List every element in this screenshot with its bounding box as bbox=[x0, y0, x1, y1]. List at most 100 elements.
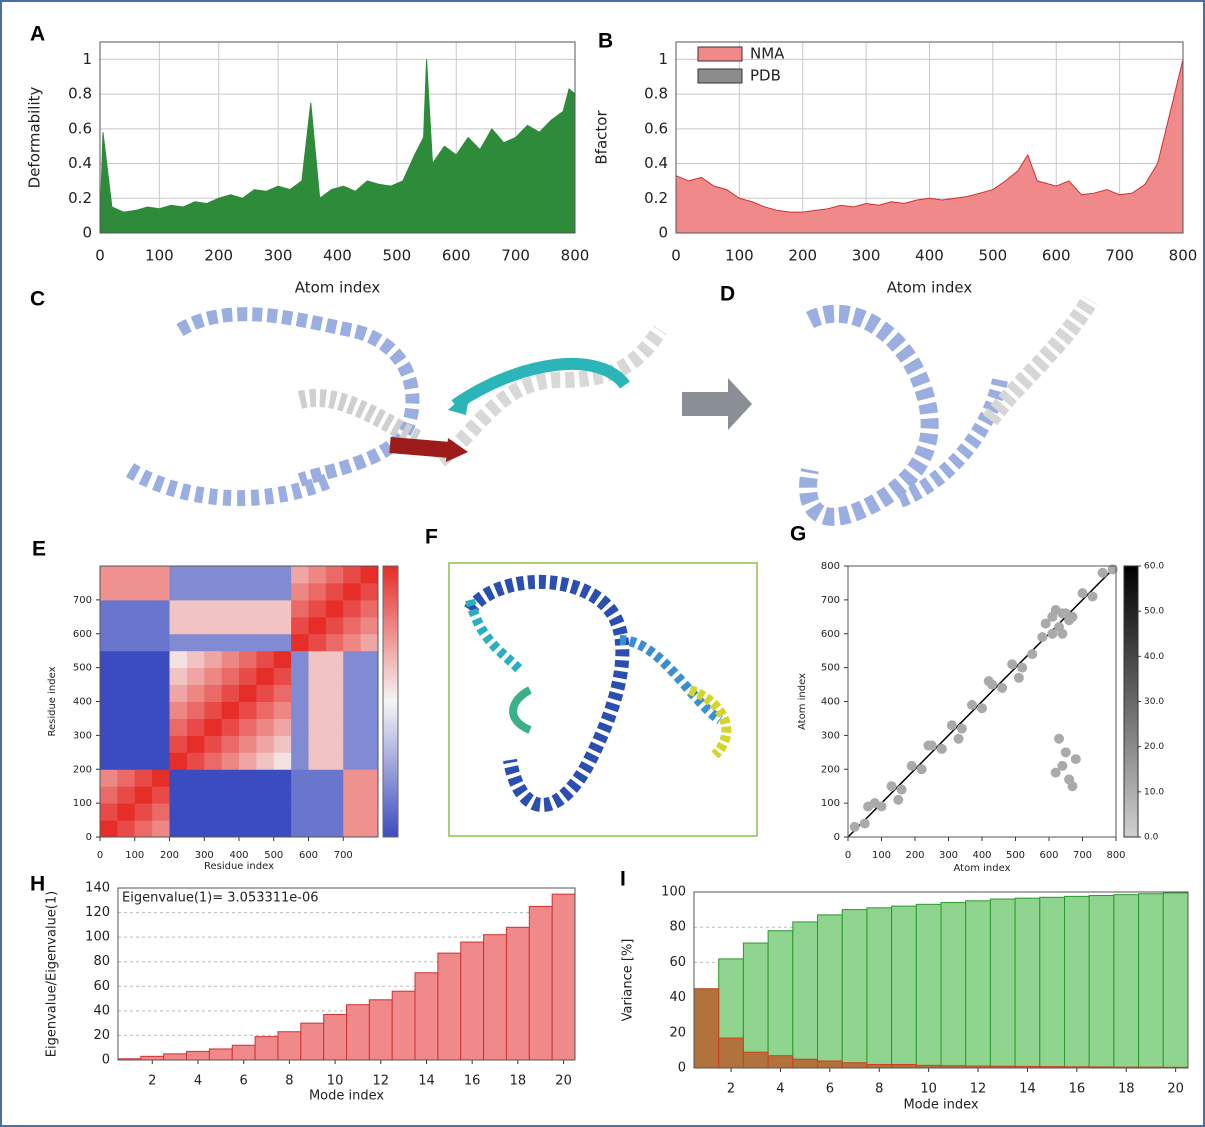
heatmap-cell bbox=[117, 582, 136, 601]
x-tick-label: 100 bbox=[725, 247, 754, 265]
x-tick-label: 0 bbox=[671, 247, 681, 265]
bar bbox=[989, 898, 1016, 1069]
heatmap-cell bbox=[169, 752, 188, 770]
heatmap-cell bbox=[100, 718, 118, 736]
bar bbox=[528, 905, 553, 1061]
heatmap-cell bbox=[186, 735, 205, 753]
y-tick-label: 700 bbox=[821, 595, 840, 606]
panel-letter: G bbox=[790, 523, 806, 546]
point bbox=[859, 818, 870, 829]
x-tick-label: 400 bbox=[323, 247, 352, 265]
bar bbox=[300, 1022, 325, 1061]
y-tick-label: 40 bbox=[93, 1003, 110, 1018]
heatmap-cell bbox=[256, 803, 275, 821]
colorbar bbox=[382, 565, 399, 838]
bar bbox=[693, 988, 720, 1069]
x-tick-label: 500 bbox=[979, 247, 1008, 265]
heatmap-cell bbox=[221, 650, 240, 669]
y-tick-label: 0.6 bbox=[68, 119, 92, 137]
point bbox=[1047, 628, 1058, 639]
heatmap-cell bbox=[308, 684, 327, 702]
heatmap-cell bbox=[325, 566, 344, 584]
bar bbox=[163, 1053, 188, 1061]
point bbox=[1070, 754, 1081, 765]
heatmap-cell bbox=[186, 820, 205, 838]
heatmap-cell bbox=[204, 684, 223, 702]
heatmap-cell bbox=[239, 820, 257, 838]
y-tick-label: 0.8 bbox=[644, 85, 668, 103]
heatmap-cell bbox=[117, 752, 136, 770]
heatmap-cell bbox=[256, 566, 275, 584]
legend-swatch bbox=[697, 46, 743, 62]
x-tick-label: 700 bbox=[334, 850, 353, 861]
heatmap-cell bbox=[239, 684, 257, 702]
heatmap-cell bbox=[152, 667, 170, 686]
x-tick-label: 0 bbox=[97, 850, 103, 861]
y-tick-label: 0.4 bbox=[68, 154, 92, 172]
y-axis-label: Deformability bbox=[26, 87, 44, 189]
heatmap-cell bbox=[360, 566, 379, 584]
heatmap-cell bbox=[360, 701, 379, 719]
heatmap-cell bbox=[186, 786, 205, 804]
heatmap-cell bbox=[204, 599, 223, 618]
y-tick-label: 0 bbox=[678, 1061, 686, 1076]
legend-label: PDB bbox=[750, 67, 781, 85]
heatmap-cell bbox=[239, 582, 257, 601]
heatmap-cell bbox=[134, 633, 153, 652]
x-tick-label: 10 bbox=[920, 1082, 937, 1097]
x-tick-label: 200 bbox=[905, 850, 924, 861]
y-tick-label: 400 bbox=[821, 697, 840, 708]
point bbox=[1057, 760, 1068, 771]
y-tick-label: 200 bbox=[73, 764, 92, 775]
plot-border bbox=[847, 565, 1117, 838]
panel-letter: F bbox=[425, 526, 438, 549]
heatmap-cell bbox=[204, 735, 223, 753]
point bbox=[1050, 767, 1061, 778]
heatmap-cell bbox=[134, 684, 153, 702]
heatmap-cell bbox=[221, 701, 240, 719]
heatmap-cell bbox=[360, 803, 379, 821]
x-axis-label: Mode index bbox=[903, 1098, 978, 1113]
x-tick-label: 300 bbox=[264, 247, 293, 265]
bar bbox=[1138, 893, 1164, 1069]
heatmap-cell bbox=[186, 616, 205, 635]
heatmap-cell bbox=[273, 786, 292, 804]
heatmap-cell bbox=[256, 752, 275, 770]
point bbox=[1040, 618, 1051, 629]
heatmap-cell bbox=[273, 684, 292, 702]
heatmap-cell bbox=[134, 752, 153, 770]
heatmap-cell bbox=[273, 582, 292, 601]
heatmap-cell bbox=[117, 735, 136, 753]
heatmap-cell bbox=[360, 667, 379, 686]
heatmap-cell bbox=[186, 718, 205, 736]
heatmap-cell bbox=[325, 667, 344, 686]
heatmap-cell bbox=[325, 599, 344, 618]
heatmap-cell bbox=[221, 820, 240, 838]
x-tick-label: 20 bbox=[555, 1074, 572, 1089]
x-tick-label: 600 bbox=[1039, 850, 1058, 861]
heatmap-cell bbox=[343, 599, 362, 618]
heatmap-cell bbox=[117, 599, 136, 618]
panel-letter: B bbox=[598, 30, 613, 53]
heatmap-cell bbox=[204, 633, 223, 652]
heatmap-cell bbox=[325, 633, 344, 652]
heatmap-cell bbox=[169, 701, 188, 719]
x-tick-label: 8 bbox=[875, 1082, 883, 1097]
point bbox=[1050, 605, 1061, 616]
heatmap-cell bbox=[134, 667, 153, 686]
heatmap-cell bbox=[204, 650, 223, 669]
y-tick-label: 140 bbox=[85, 881, 110, 896]
heatmap-cell bbox=[100, 701, 118, 719]
y-tick-label: 40 bbox=[669, 990, 686, 1005]
bar bbox=[1039, 896, 1066, 1069]
bar bbox=[140, 1055, 165, 1061]
heatmap-cell bbox=[221, 735, 240, 753]
heatmap-cell bbox=[221, 769, 240, 787]
bar bbox=[483, 934, 507, 1061]
heatmap-cell bbox=[343, 633, 362, 652]
bar bbox=[346, 1004, 370, 1061]
y-tick-label: 0.2 bbox=[68, 189, 92, 207]
panel-letter: I bbox=[620, 868, 626, 891]
x-tick-label: 14 bbox=[418, 1074, 435, 1089]
x-tick-label: 4 bbox=[194, 1074, 202, 1089]
